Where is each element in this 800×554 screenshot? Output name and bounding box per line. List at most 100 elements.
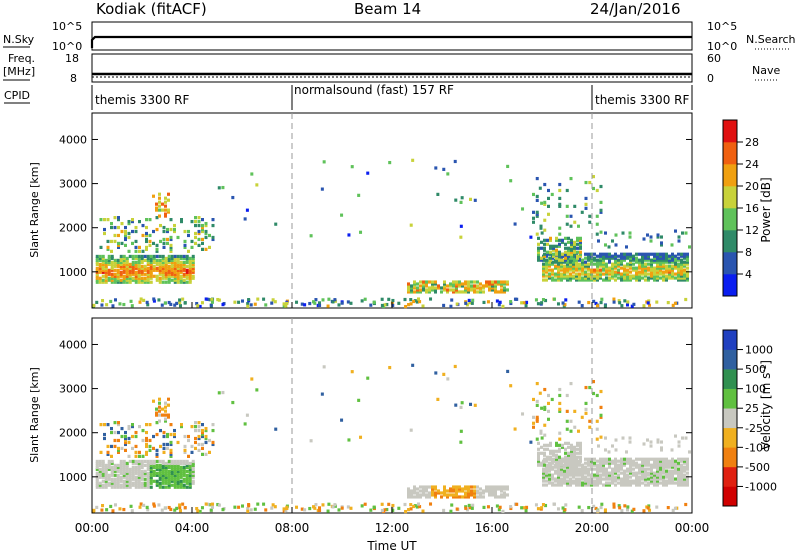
velocity-cell [500,485,503,489]
power-cell [159,223,162,228]
power-cell [167,272,171,276]
power-cell [137,276,141,280]
power-cell [282,302,286,306]
power-cell [182,278,186,282]
velocity-cell [170,479,174,483]
power-cell [204,297,208,301]
power-cell [537,250,540,254]
velocity-cell [641,477,644,481]
power-cell [158,254,162,259]
power-cell [116,272,120,276]
power-cell [149,262,153,266]
power-cell [152,194,155,198]
velocity-cell [101,459,105,464]
power-cell [677,266,680,270]
power-cell [635,268,638,272]
power-cell [577,300,581,304]
power-cell [131,256,135,261]
power-cell [621,231,625,235]
power-cell [117,225,120,230]
power-cell [614,266,617,270]
power-cell [158,200,161,204]
velocity-cell [145,450,148,454]
power-cell [575,278,578,282]
power-cell [570,240,573,244]
velocity-cell [584,401,588,406]
power-cell [162,229,166,234]
velocity-cell [545,475,548,479]
power-cell [575,258,578,262]
power-cell [173,276,177,280]
power-cell [169,235,173,240]
velocity-cell [134,465,138,469]
velocity-cell [137,469,141,473]
power-cell [167,198,170,202]
power-cell [569,258,572,262]
velocity-cell [415,505,419,509]
power-cell [579,240,582,244]
velocity-cell [320,392,324,396]
power-cell [428,280,431,284]
noise-left-tick-low: 10^0 [52,40,82,53]
power-cell [331,300,335,304]
power-cell [558,204,562,208]
velocity-cell [170,483,174,487]
power-cell [180,218,183,222]
velocity-cell [558,457,561,461]
velocity-cell [107,483,111,487]
velocity-cell [628,436,632,440]
power-cell [635,272,638,276]
power-cell [590,268,593,272]
power-cell [569,256,572,260]
power-cell [614,264,617,268]
velocity-cell [647,481,650,485]
velocity-cell [140,485,144,489]
velocity-cell [104,473,108,477]
velocity-cell [611,471,614,475]
velocity-cell [120,446,124,451]
power-cell [161,266,165,270]
power-cell [134,270,138,274]
velocity-cell [282,509,286,513]
power-cell [413,284,416,288]
velocity-cell [185,481,189,485]
power-cell [558,232,562,236]
velocity-cell [629,465,632,469]
power-cell [665,268,668,272]
velocity-cell [208,438,211,443]
power-cell [149,274,153,278]
power-cell [446,172,450,176]
power-cell [366,171,370,175]
velocity-cell [673,506,677,510]
power-cell [599,230,603,234]
velocity-cell [620,509,624,513]
velocity-cell [599,389,603,394]
power-cell [644,256,647,260]
power-cell [599,256,602,260]
power-cell [642,304,646,308]
power-cell [674,264,677,268]
power-cell [686,262,689,266]
velocity-cell [146,463,150,468]
velocity-cell [608,461,611,465]
velocity-cell [668,461,671,465]
power-cell [558,252,561,256]
velocity-cell [665,483,668,487]
power-cell [545,266,548,270]
velocity-cell [173,508,177,512]
power-cell [635,278,638,282]
velocity-cell [179,467,183,471]
power-cell [665,254,668,258]
velocity-cell [644,479,647,483]
x-tick-label: 00:00 [675,521,710,535]
power-cell [677,268,680,272]
power-cell [162,237,166,242]
velocity-cell [614,457,617,461]
power-cell [176,280,180,284]
velocity-cell [468,506,472,510]
power-cell [588,214,592,218]
velocity-cell [686,465,689,469]
power-cell [467,286,470,290]
power-cell [152,241,155,246]
velocity-cell [540,406,544,410]
